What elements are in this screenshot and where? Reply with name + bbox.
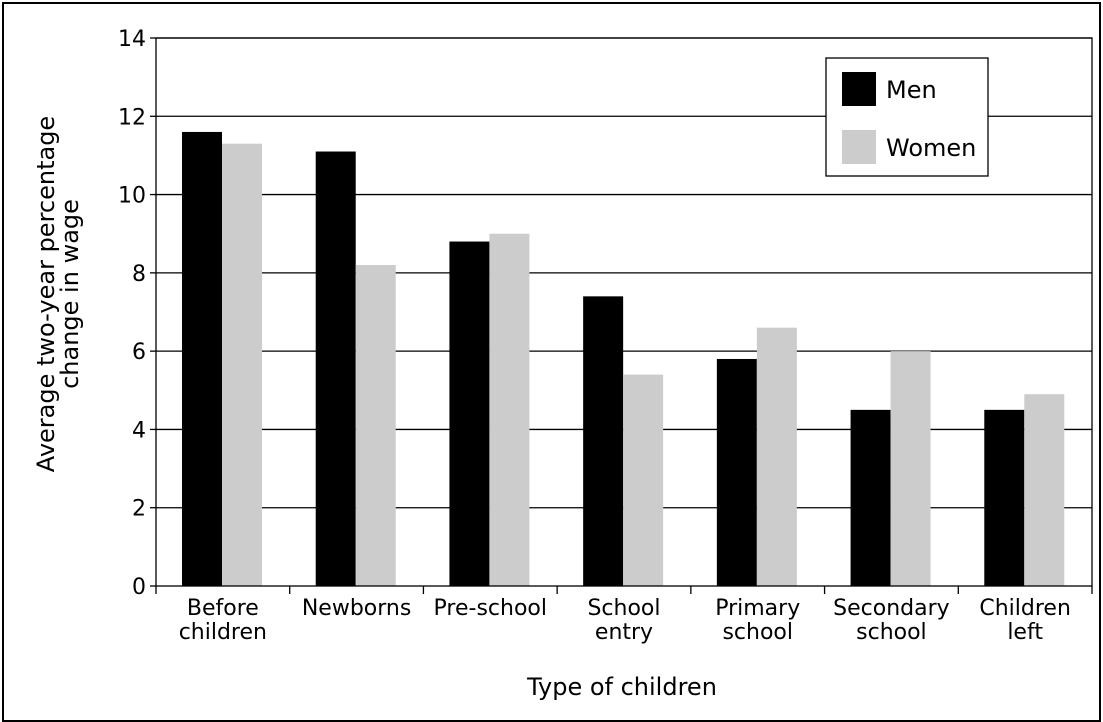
- x-category-label: left: [1007, 620, 1043, 645]
- y-axis-title-line: Average two-year percentage: [32, 116, 60, 472]
- bar-women: [355, 265, 396, 586]
- bar-men: [315, 151, 356, 586]
- x-category-label: school: [856, 620, 927, 645]
- bars: [182, 131, 1065, 587]
- legend-swatch-women: [842, 130, 876, 164]
- x-category-label: Newborns: [302, 596, 411, 621]
- y-tick-label: 10: [118, 184, 146, 209]
- plot-border: [155, 37, 1093, 587]
- bar-men: [850, 409, 891, 586]
- y-tick-label: 2: [132, 497, 146, 522]
- x-category-label: school: [722, 620, 793, 645]
- x-category-label: Pre-school: [434, 596, 547, 621]
- bar-men: [583, 296, 624, 586]
- bar-women: [623, 374, 664, 586]
- x-category-label: entry: [595, 620, 653, 645]
- bar-women: [489, 233, 530, 586]
- y-tick-label: 12: [118, 105, 146, 130]
- legend-swatch-men: [842, 72, 876, 106]
- legend: Men Women: [825, 57, 989, 177]
- legend-label: Women: [886, 134, 976, 162]
- y-axis-title-line: change in wage: [56, 199, 84, 389]
- y-tick-labels: 0 2 4 6 8 10 12 14: [118, 27, 146, 600]
- axes: [150, 37, 1093, 594]
- y-tick-label: 6: [132, 340, 146, 365]
- legend-label: Men: [886, 76, 937, 104]
- bar-women: [756, 327, 797, 586]
- bar-men: [984, 409, 1025, 586]
- y-tick-label: 14: [118, 27, 146, 52]
- gridlines: [156, 37, 1092, 509]
- bar-men: [449, 241, 490, 587]
- bar-women: [1024, 394, 1065, 586]
- bar-women: [890, 351, 931, 586]
- x-axis-title: Type of children: [526, 673, 717, 701]
- x-category-label: School: [587, 596, 660, 621]
- x-category-label: Children: [979, 596, 1071, 621]
- x-category-label: Primary: [715, 596, 800, 621]
- y-tick-label: 8: [132, 262, 146, 287]
- y-tick-label: 0: [132, 575, 146, 600]
- bar-men: [716, 358, 757, 586]
- x-category-label: Secondary: [833, 596, 950, 621]
- x-category-label: Before: [187, 596, 259, 621]
- y-tick-label: 4: [132, 418, 146, 443]
- x-category-label: children: [179, 620, 267, 645]
- bar-men: [182, 131, 222, 586]
- bar-women: [222, 143, 262, 586]
